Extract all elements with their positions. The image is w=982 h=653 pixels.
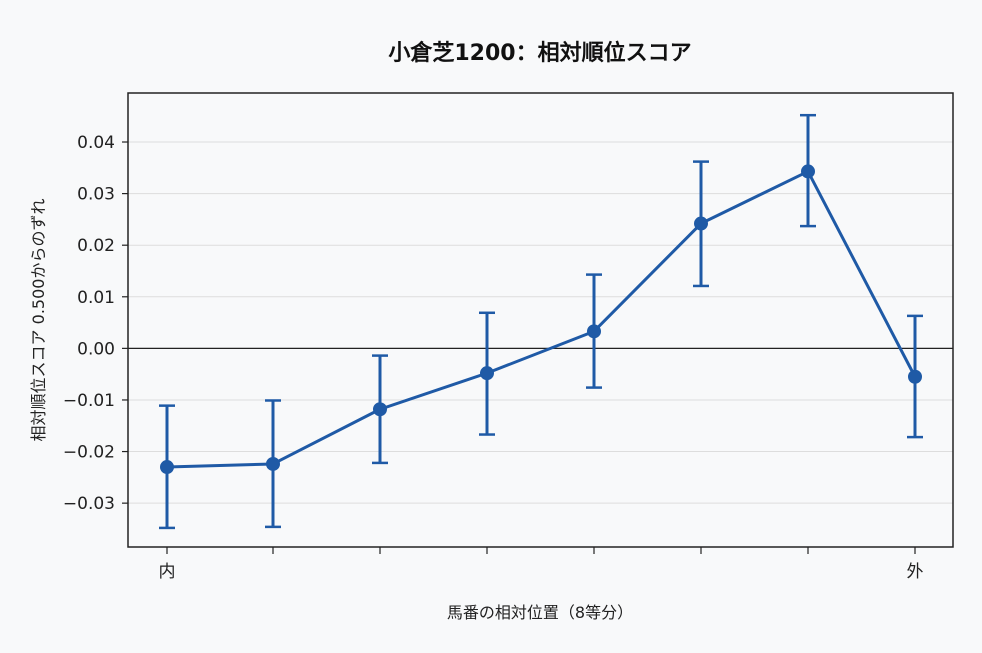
- plot-area: [128, 93, 953, 547]
- x-tick-label: 内: [159, 562, 176, 582]
- series-layer: [165, 169, 917, 469]
- chart-title: 小倉芝1200：相対順位スコア: [388, 40, 691, 66]
- axes-layer: −0.03 −0.02 −0.01 0.00 0.01 0.02 0.03 0.04 内 外: [63, 92, 954, 582]
- plot-frame: [127, 92, 954, 548]
- data-point: [694, 216, 708, 231]
- grid-lines: [128, 93, 953, 547]
- score-line: [165, 169, 917, 469]
- data-point: [160, 460, 174, 475]
- data-point: [373, 402, 387, 417]
- y-tick-label: −0.01: [63, 391, 115, 411]
- data-point: [801, 164, 815, 179]
- data-point: [480, 366, 494, 381]
- y-tick-label: 0.01: [77, 288, 115, 308]
- y-axis-label: 相対順位スコア 0.500からのずれ: [29, 199, 48, 442]
- y-tick-label: 0.04: [77, 133, 115, 153]
- data-point: [266, 456, 280, 471]
- x-tick-label: 外: [907, 562, 924, 582]
- y-tick-label: 0.03: [77, 185, 115, 205]
- y-tick-label: 0.00: [77, 339, 115, 359]
- data-point: [908, 369, 922, 384]
- data-point: [587, 324, 601, 339]
- y-tick-label: −0.03: [63, 494, 115, 514]
- y-tick-label: −0.02: [63, 443, 115, 463]
- point-layer: [160, 164, 922, 475]
- y-tick-label: 0.02: [77, 236, 115, 256]
- x-axis-label: 馬番の相対位置（8等分）: [447, 603, 633, 622]
